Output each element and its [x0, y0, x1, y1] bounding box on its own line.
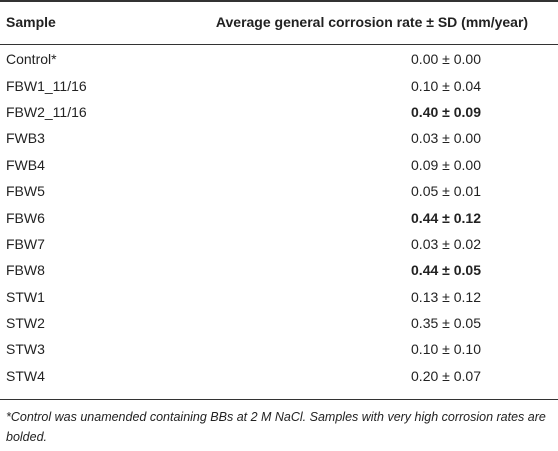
rate-cell: 0.03 ± 0.02 — [186, 231, 558, 257]
rate-value: 0.44 ± 0.05 — [411, 262, 481, 279]
rate-cell: 0.05 ± 0.01 — [186, 178, 558, 204]
sample-cell: STW3 — [6, 341, 45, 358]
table-row: FWB4 0.09 ± 0.00 — [0, 152, 558, 178]
table-top-rule — [0, 0, 558, 2]
table-row: Control* 0.00 ± 0.00 — [0, 44, 558, 72]
rate-cell: 0.10 ± 0.10 — [186, 336, 558, 362]
rate-cell: 0.00 ± 0.00 — [186, 44, 558, 72]
rate-value: 0.44 ± 0.12 — [411, 209, 481, 226]
rate-value: 0.35 ± 0.05 — [411, 315, 481, 332]
table-row: STW1 0.13 ± 0.12 — [0, 284, 558, 310]
rate-cell: 0.03 ± 0.00 — [186, 125, 558, 151]
table-bottom-rule — [0, 399, 558, 400]
rate-value: 0.05 ± 0.01 — [411, 183, 481, 200]
rate-cell: 0.44 ± 0.05 — [186, 257, 558, 283]
sample-cell: FBW6 — [6, 209, 45, 226]
rate-cell: 0.13 ± 0.12 — [186, 284, 558, 310]
column-header-rate: Average general corrosion rate ± SD (mm/… — [215, 14, 529, 30]
sample-cell: Control* — [6, 51, 57, 68]
rate-cell: 0.40 ± 0.09 — [186, 99, 558, 125]
table-row: FBW6 0.44 ± 0.12 — [0, 204, 558, 230]
table-row: STW4 0.20 ± 0.07 — [0, 363, 558, 389]
rate-cell: 0.44 ± 0.12 — [186, 204, 558, 230]
sample-cell: FBW7 — [6, 235, 45, 252]
table-header-rule — [0, 44, 558, 45]
rate-value: 0.40 ± 0.09 — [411, 103, 481, 120]
rate-cell: 0.09 ± 0.00 — [186, 152, 558, 178]
sample-cell: STW1 — [6, 288, 45, 305]
table-row: STW3 0.10 ± 0.10 — [0, 336, 558, 362]
sample-cell: FBW5 — [6, 183, 45, 200]
rate-value: 0.20 ± 0.07 — [411, 367, 481, 384]
rate-value: 0.10 ± 0.04 — [411, 77, 481, 94]
sample-cell: STW2 — [6, 315, 45, 332]
sample-cell: FWB4 — [6, 156, 45, 173]
rate-value: 0.10 ± 0.10 — [411, 341, 481, 358]
table-row: FBW5 0.05 ± 0.01 — [0, 178, 558, 204]
table-body: Control* 0.00 ± 0.00 FBW1_11/16 0.10 ± 0.04… — [0, 44, 558, 389]
rate-cell: 0.20 ± 0.07 — [186, 363, 558, 389]
sample-cell: STW4 — [6, 367, 45, 384]
column-header-sample: Sample — [6, 14, 56, 30]
rate-cell: 0.35 ± 0.05 — [186, 310, 558, 336]
table-row: FBW1_11/16 0.10 ± 0.04 — [0, 72, 558, 98]
sample-cell: FBW2_11/16 — [6, 103, 87, 120]
sample-cell: FWB3 — [6, 130, 45, 147]
rate-value: 0.03 ± 0.00 — [411, 130, 481, 147]
rate-value: 0.13 ± 0.12 — [411, 288, 481, 305]
table-row: FBW8 0.44 ± 0.05 — [0, 257, 558, 283]
sample-cell: FBW1_11/16 — [6, 77, 87, 94]
table-row: FBW7 0.03 ± 0.02 — [0, 231, 558, 257]
rate-value: 0.03 ± 0.02 — [411, 235, 481, 252]
rate-cell: 0.10 ± 0.04 — [186, 72, 558, 98]
sample-cell: FBW8 — [6, 262, 45, 279]
table-row: FBW2_11/16 0.40 ± 0.09 — [0, 99, 558, 125]
table-header-row: Sample Average general corrosion rate ± … — [0, 0, 558, 44]
table-row: STW2 0.35 ± 0.05 — [0, 310, 558, 336]
rate-value: 0.09 ± 0.00 — [411, 156, 481, 173]
corrosion-rate-table: Sample Average general corrosion rate ± … — [0, 0, 558, 389]
table-footnote: *Control was unamended containing BBs at… — [6, 410, 546, 444]
table-row: FWB3 0.03 ± 0.00 — [0, 125, 558, 151]
rate-value: 0.00 ± 0.00 — [411, 51, 481, 68]
